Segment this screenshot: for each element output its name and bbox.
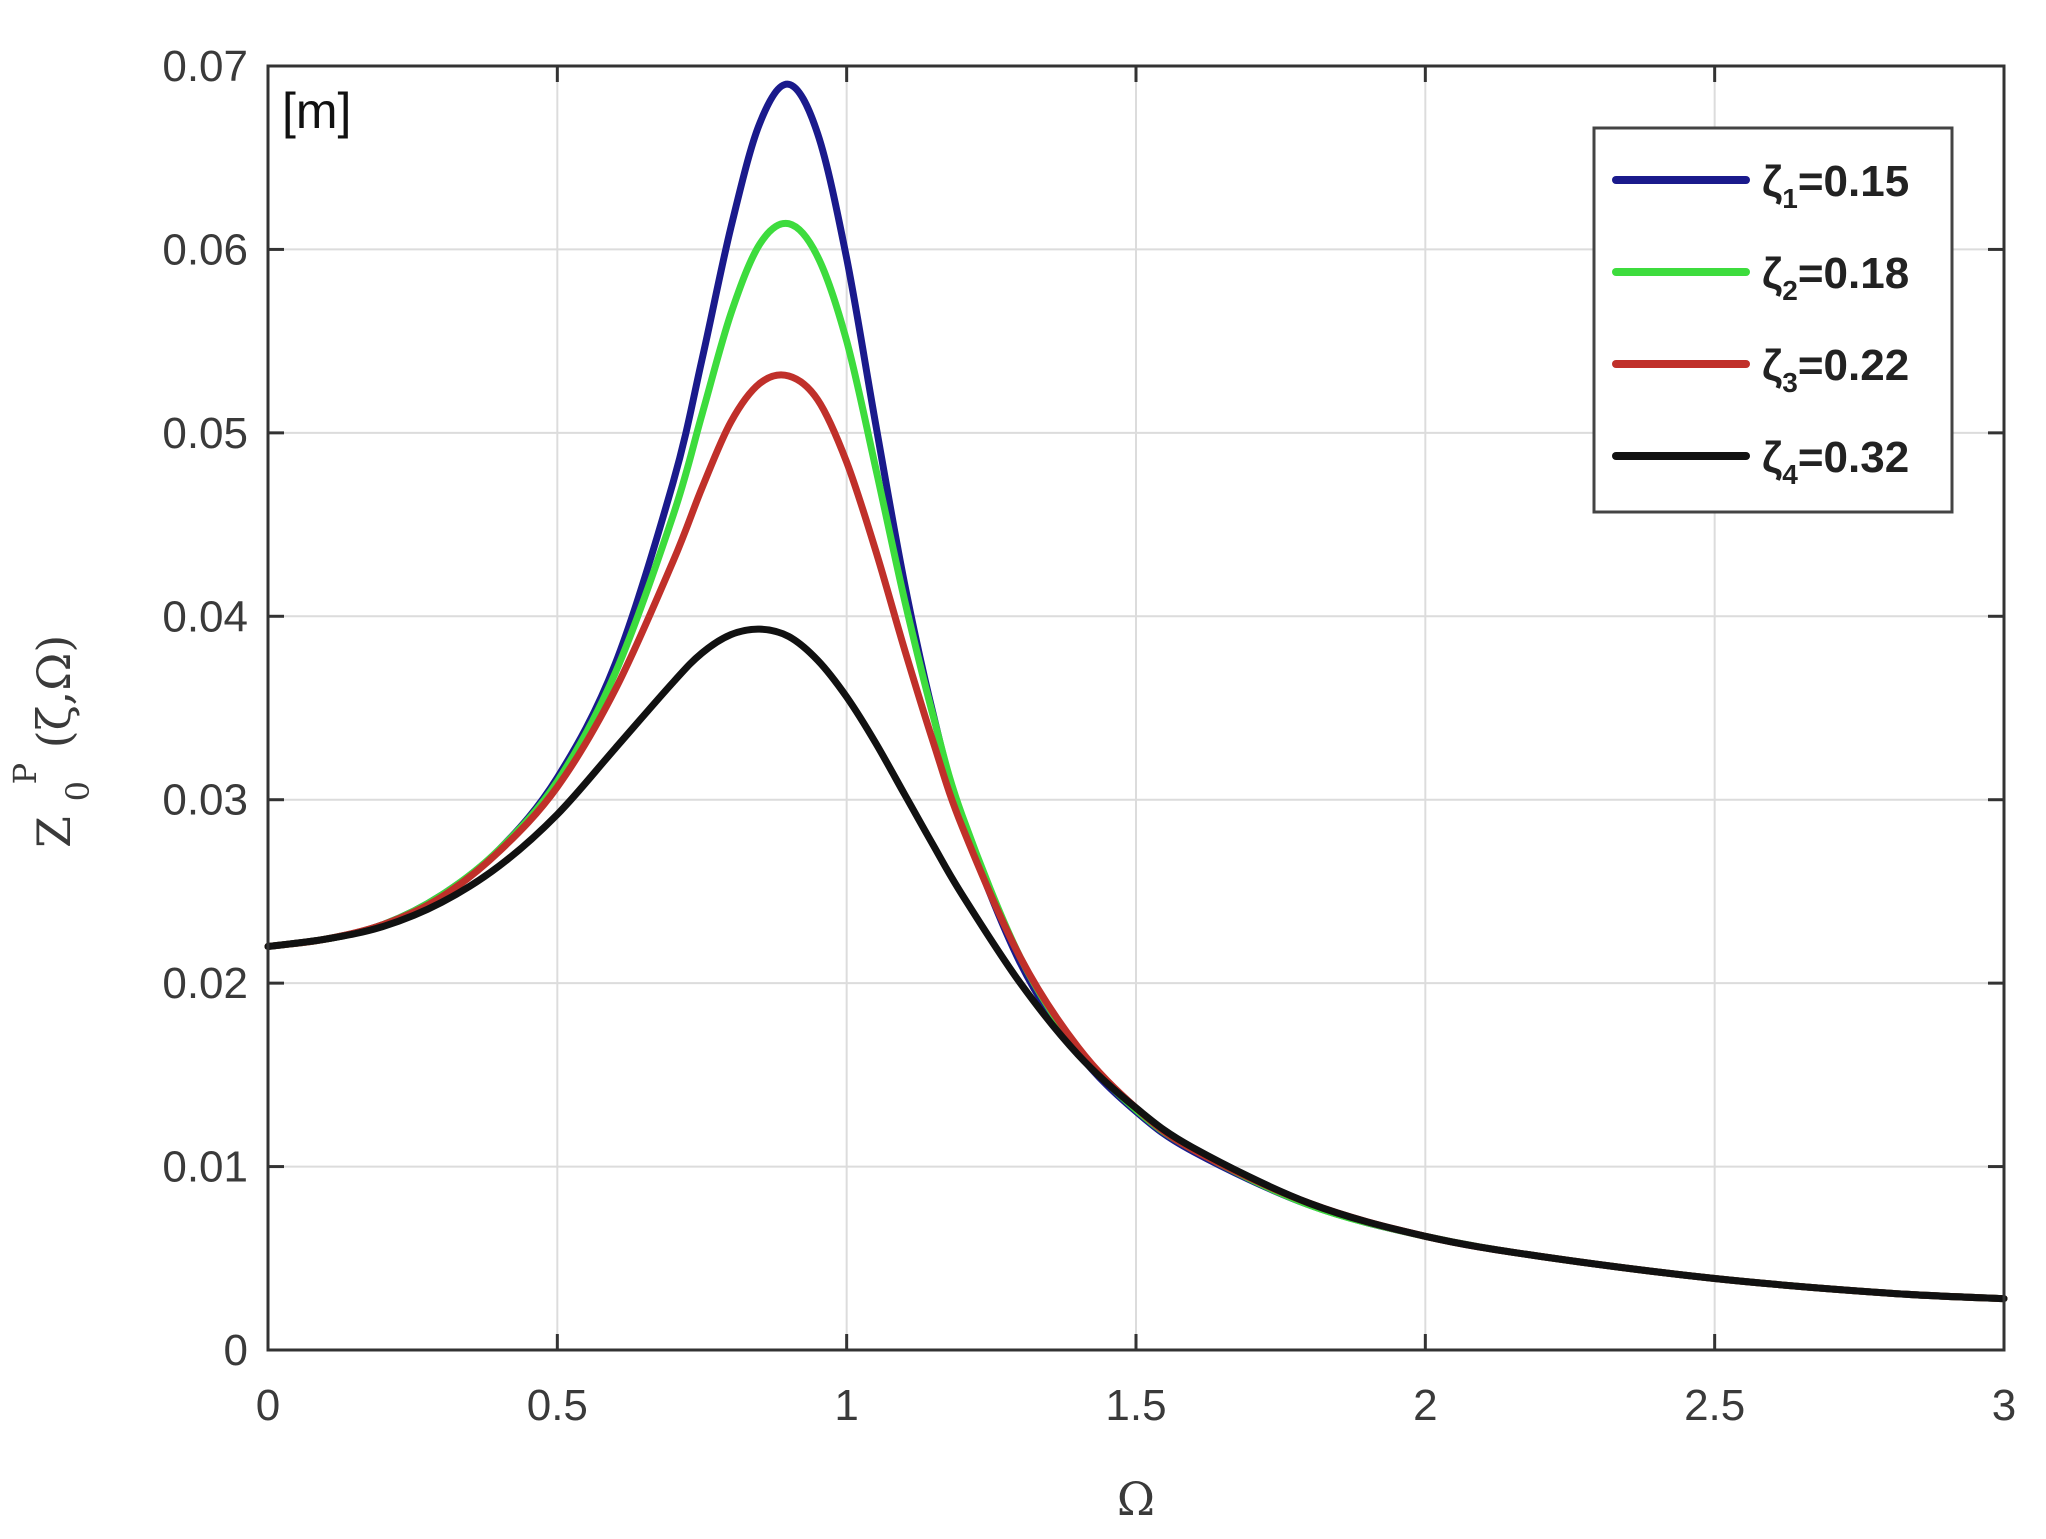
series-line-4 — [264, 625, 2008, 1303]
legend-box — [1592, 126, 1954, 514]
legend-entry-2: ζ2=0.18 — [1612, 249, 1909, 306]
unit-label: [m] — [282, 83, 351, 139]
x-tick-label: 3 — [1992, 1381, 2016, 1430]
legend-label: ζ3=0.22 — [1762, 341, 1909, 398]
y-tick-label: 0.06 — [162, 225, 248, 274]
legend-subscript: 3 — [1782, 367, 1798, 398]
legend-value: =0.15 — [1798, 157, 1909, 206]
y-tick-label: 0.04 — [162, 592, 248, 641]
series-layer — [264, 80, 2008, 1303]
y-tick-label: 0.03 — [162, 776, 248, 825]
legend-symbol: ζ — [1762, 249, 1782, 298]
y-tick-label: 0.02 — [162, 959, 248, 1008]
y-tick-labels: 0 0.01 0.02 0.03 0.04 0.05 0.06 0.07 — [162, 42, 248, 1375]
y-tick-label: 0.05 — [162, 409, 248, 458]
y-axis-label-args: (ζ,Ω) — [27, 635, 81, 749]
y-axis-label-main: Z — [27, 816, 81, 848]
y-tick-label: 0.07 — [162, 42, 248, 91]
x-tick-label: 2 — [1413, 1381, 1437, 1430]
legend-subscript: 1 — [1782, 183, 1798, 214]
legend-label: ζ2=0.18 — [1762, 249, 1909, 306]
x-tick-label: 1 — [834, 1381, 858, 1430]
x-axis-label: Ω — [1117, 1472, 1155, 1526]
legend-subscript: 4 — [1782, 459, 1798, 490]
tick-layer — [266, 64, 2006, 1352]
legend-subscript: 2 — [1782, 275, 1798, 306]
legend-symbol: ζ — [1762, 341, 1782, 390]
legend-entry-1: ζ1=0.15 — [1612, 157, 1909, 214]
legend-value: =0.18 — [1798, 249, 1909, 298]
x-tick-label: 0.5 — [527, 1381, 588, 1430]
legend-entry-3: ζ3=0.22 — [1612, 341, 1909, 398]
legend-label: ζ1=0.15 — [1762, 157, 1909, 214]
y-tick-label: 0.01 — [162, 1143, 248, 1192]
legend-entry-4: ζ4=0.32 — [1612, 433, 1909, 490]
y-axis-label-sup: P — [6, 763, 44, 785]
legend-symbol: ζ — [1762, 157, 1782, 206]
x-tick-labels: 0 0.5 1 1.5 2 2.5 3 — [256, 1381, 2016, 1430]
y-axis-label-sub: 0 — [59, 781, 97, 801]
legend-value: =0.32 — [1798, 433, 1909, 482]
y-tick-label: 0 — [224, 1326, 248, 1375]
y-axis-label: Z 0 P (ζ,Ω) — [0, 635, 97, 848]
legend-value: =0.22 — [1798, 341, 1909, 390]
x-tick-label: 0 — [256, 1381, 280, 1430]
legend-label: ζ4=0.32 — [1762, 433, 1909, 490]
x-tick-label: 1.5 — [1105, 1381, 1166, 1430]
x-tick-label: 2.5 — [1684, 1381, 1745, 1430]
legend-symbol: ζ — [1762, 433, 1782, 482]
